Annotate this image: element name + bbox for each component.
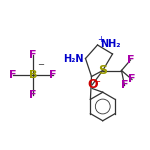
Text: S: S [98, 64, 107, 77]
Text: −: − [37, 60, 44, 69]
Text: F: F [29, 50, 37, 60]
Text: H₂N: H₂N [63, 54, 83, 63]
Text: −: − [93, 77, 100, 86]
Text: F: F [128, 75, 136, 84]
Text: NH₂: NH₂ [100, 39, 120, 49]
Text: F: F [9, 70, 16, 80]
Text: O: O [87, 78, 98, 91]
Text: F: F [127, 55, 134, 65]
Text: F: F [121, 81, 128, 90]
Text: B: B [29, 70, 37, 80]
Text: F: F [29, 90, 37, 100]
Text: +: + [97, 35, 104, 44]
Text: F: F [50, 70, 57, 80]
